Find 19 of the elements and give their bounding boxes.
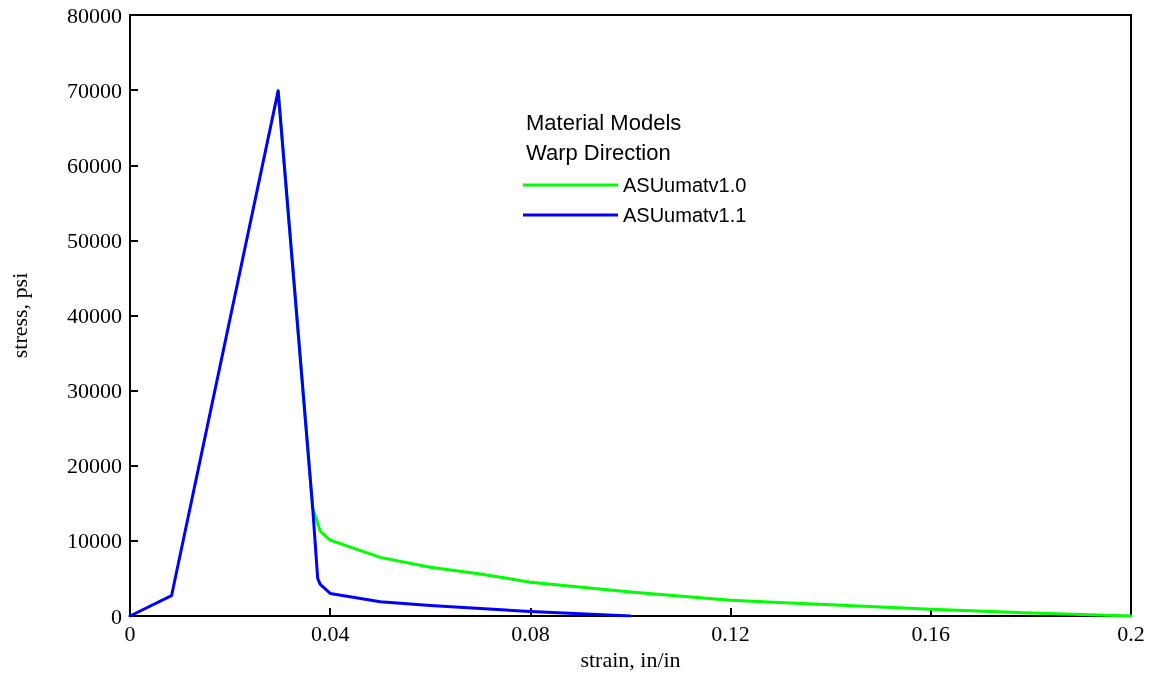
x-axis-title: strain, in/in bbox=[580, 647, 681, 673]
y-tick-label: 60000 bbox=[67, 152, 122, 178]
y-tick-label: 80000 bbox=[67, 2, 122, 28]
y-tick-label: 30000 bbox=[67, 378, 122, 404]
legend-title: Material Models Warp Direction bbox=[526, 109, 682, 165]
y-tick-label: 10000 bbox=[67, 528, 122, 554]
y-tick-label: 40000 bbox=[67, 303, 122, 328]
y-tick-label: 20000 bbox=[67, 453, 122, 479]
y-tick-label: 50000 bbox=[67, 227, 122, 253]
x-tick-label: 0.04 bbox=[310, 620, 350, 646]
y-tick-label: 0 bbox=[111, 603, 122, 629]
legend-label: ASUumatv1.0 bbox=[623, 174, 747, 196]
legend-label: ASUumatv1.1 bbox=[623, 204, 747, 226]
y-axis-title: stress, psi bbox=[6, 272, 32, 359]
x-tick-label: 0.2 bbox=[1117, 620, 1145, 646]
x-tick-label: 0.12 bbox=[711, 620, 750, 646]
x-tick-label: 0.16 bbox=[911, 620, 951, 646]
x-tick-label: 0.08 bbox=[511, 620, 550, 646]
y-tick-label: 70000 bbox=[67, 77, 122, 103]
